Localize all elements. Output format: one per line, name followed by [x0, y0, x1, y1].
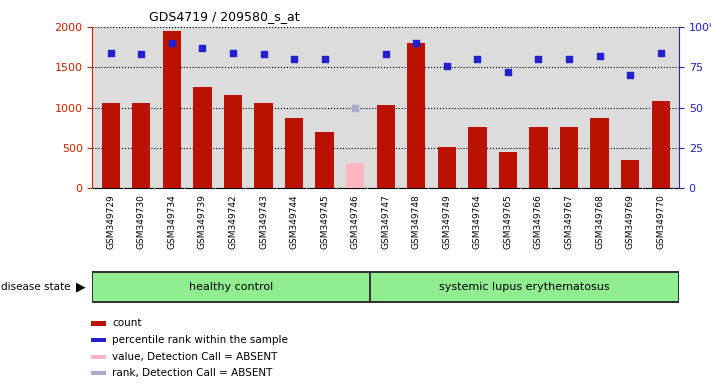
Text: systemic lupus erythematosus: systemic lupus erythematosus	[439, 282, 610, 292]
Bar	[102, 103, 120, 188]
Bar	[346, 163, 364, 188]
Point	[228, 50, 239, 56]
Text: count: count	[112, 318, 141, 328]
Point	[166, 40, 178, 46]
Text: GSM349769: GSM349769	[626, 195, 635, 250]
Text: GSM349734: GSM349734	[167, 195, 176, 249]
Bar	[255, 103, 273, 188]
Bar	[91, 338, 106, 342]
Point	[350, 104, 361, 111]
Point	[197, 45, 208, 51]
Point	[289, 56, 300, 62]
Bar	[529, 127, 547, 188]
Text: GSM349764: GSM349764	[473, 195, 482, 249]
Point	[258, 51, 269, 57]
Text: GSM349729: GSM349729	[106, 195, 115, 249]
Point	[380, 51, 391, 57]
Bar	[498, 152, 517, 188]
Bar	[163, 31, 181, 188]
Point	[410, 40, 422, 46]
Text: GSM349746: GSM349746	[351, 195, 360, 249]
Text: GSM349768: GSM349768	[595, 195, 604, 250]
Text: GSM349765: GSM349765	[503, 195, 513, 250]
Bar	[93, 273, 369, 301]
Text: disease state: disease state	[1, 282, 70, 292]
Point	[594, 53, 605, 59]
Text: GSM349747: GSM349747	[381, 195, 390, 249]
Text: ▶: ▶	[75, 281, 85, 293]
Text: percentile rank within the sample: percentile rank within the sample	[112, 335, 288, 345]
Bar	[224, 95, 242, 188]
Text: GSM349742: GSM349742	[228, 195, 237, 249]
Text: GSM349739: GSM349739	[198, 195, 207, 250]
Point	[563, 56, 574, 62]
Bar	[316, 132, 333, 188]
Point	[655, 50, 666, 56]
Point	[533, 56, 544, 62]
Text: GSM349749: GSM349749	[442, 195, 451, 249]
Text: GSM349767: GSM349767	[565, 195, 574, 250]
Text: GSM349743: GSM349743	[259, 195, 268, 249]
Bar	[407, 43, 425, 188]
Text: rank, Detection Call = ABSENT: rank, Detection Call = ABSENT	[112, 368, 273, 378]
Point	[471, 56, 483, 62]
Bar	[590, 118, 609, 188]
Bar	[91, 354, 106, 359]
Bar	[651, 101, 670, 188]
Bar	[193, 86, 212, 188]
Point	[136, 51, 147, 57]
Bar	[377, 105, 395, 188]
Text: GDS4719 / 209580_s_at: GDS4719 / 209580_s_at	[149, 10, 300, 23]
Text: GSM349748: GSM349748	[412, 195, 421, 249]
Bar	[285, 118, 303, 188]
Point	[105, 50, 117, 56]
Bar	[560, 127, 578, 188]
Text: GSM349766: GSM349766	[534, 195, 543, 250]
Text: GSM349745: GSM349745	[320, 195, 329, 249]
Bar	[469, 127, 486, 188]
Point	[441, 63, 452, 69]
Text: value, Detection Call = ABSENT: value, Detection Call = ABSENT	[112, 352, 278, 362]
Point	[502, 69, 513, 75]
Bar	[371, 273, 678, 301]
Text: GSM349770: GSM349770	[656, 195, 665, 250]
Bar	[438, 147, 456, 188]
Bar	[621, 160, 639, 188]
Text: GSM349744: GSM349744	[289, 195, 299, 249]
Point	[319, 56, 331, 62]
Point	[624, 72, 636, 78]
Bar	[91, 321, 106, 326]
Bar	[91, 371, 106, 375]
Text: GSM349730: GSM349730	[137, 195, 146, 250]
Text: healthy control: healthy control	[189, 282, 274, 292]
Bar	[132, 103, 151, 188]
